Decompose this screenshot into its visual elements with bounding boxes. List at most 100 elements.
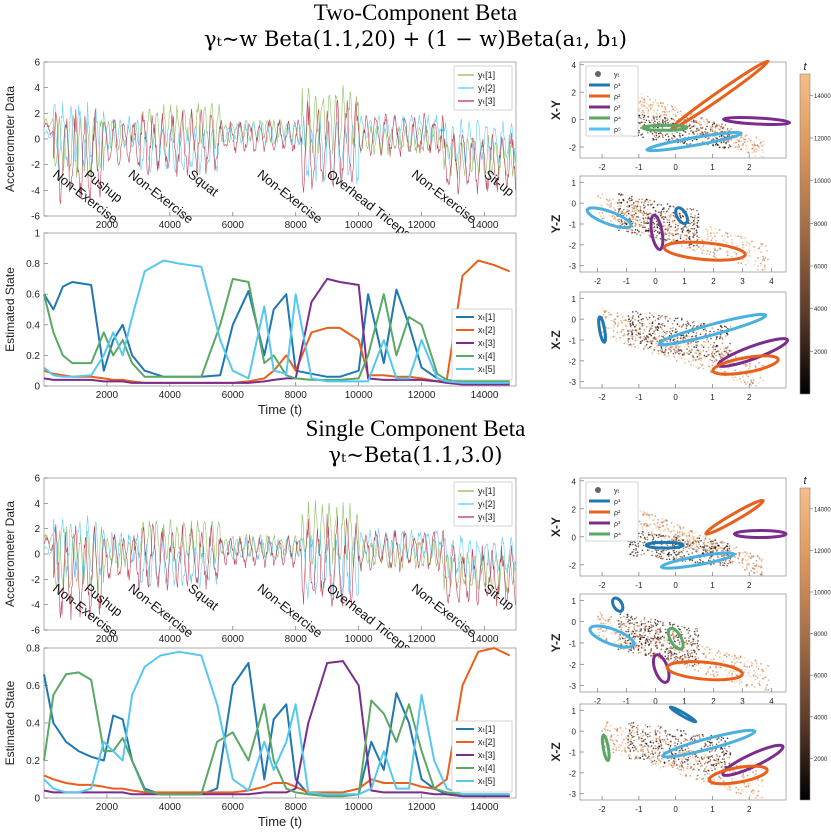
- top_scatter_yz-point: [683, 210, 685, 212]
- top_scatter_xz-point: [676, 339, 679, 342]
- bottom_scatter_yz-point: [626, 613, 629, 616]
- bottom_scatter_yz-point: [597, 634, 600, 637]
- bottom_scatter_xz-point: [723, 784, 726, 787]
- top_scatter_xz-point: [699, 327, 701, 329]
- bottom_scatter_yz-point: [693, 651, 696, 654]
- top_scatter_xy-point: [702, 118, 705, 121]
- bottom_scatter_xz-point: [711, 750, 713, 752]
- bottom_scatter_yz-point: [638, 633, 641, 636]
- bottom_scatter_xy-point: [636, 555, 639, 557]
- top_scatter_yz-point: [661, 216, 663, 219]
- bottom_scatter_xz-point: [713, 781, 716, 783]
- bottom_scatter_xz-point: [717, 781, 720, 784]
- top_scatter_yz-point: [672, 214, 675, 217]
- top_scatter_xy-point: [653, 135, 656, 137]
- bottom_scatter_yz-point: [669, 650, 672, 653]
- top_scatter_xy-point: [649, 107, 652, 110]
- top_scatter_yz-point: [606, 203, 609, 206]
- bottom_scatter_xz-point: [732, 770, 735, 772]
- bottom_scatter_xz-point: [613, 727, 616, 730]
- bottom_scatter_xz-point: [654, 751, 657, 754]
- top_scatter_xy-point: [697, 122, 700, 125]
- top_scatter_yz-point: [631, 229, 634, 231]
- top_scatter_xy-point: [720, 134, 723, 137]
- top_scatter_xz-point: [718, 337, 721, 340]
- top_scatter_xz-point: [664, 350, 667, 353]
- bottom_scatter_xz-point: [761, 785, 764, 788]
- bottom_scatter_xy-point: [690, 558, 692, 561]
- top_scatter_xz-point: [651, 332, 654, 335]
- bottom_scatter_yz-point: [641, 634, 643, 637]
- top_scatter_xz-point: [665, 342, 668, 345]
- top_scatter_xz-point: [714, 351, 717, 353]
- bottom_scatter_xy-point: [631, 538, 633, 541]
- top_scatter_yz-point: [636, 219, 639, 222]
- bottom_scatter_yz-point: [715, 671, 718, 673]
- bottom_scatter_xy-point: [653, 523, 656, 525]
- bottom_scatter_xz-point: [741, 775, 744, 778]
- bottom_scatter_yz-point: [731, 671, 734, 673]
- top_scatter_yz-point: [614, 217, 616, 220]
- top_scatter_yz-point: [647, 229, 650, 232]
- top_scatter_xy-point: [628, 95, 631, 98]
- bottom_scatter_yz-point: [625, 618, 628, 620]
- top_scatter_xy-point: [613, 82, 616, 85]
- bottom_scatter_xy-point: [696, 537, 699, 539]
- top_scatter_xy-point: [744, 138, 747, 141]
- bottom_scatter_xy-point: [711, 551, 714, 553]
- top_scatter_yz-point: [622, 199, 624, 201]
- top_scatter_yz-point: [694, 244, 697, 247]
- top_scatter_yz-point: [693, 249, 696, 252]
- top_scatter_yz-point: [645, 229, 648, 232]
- top_scatter_xz-point: [638, 332, 640, 334]
- bottom_scatter_xy-point: [682, 547, 685, 550]
- top_scatter_xz-point: [726, 332, 729, 335]
- bottom_scatter_xz-point: [620, 733, 623, 736]
- top_scatter_yz-point: [636, 215, 638, 218]
- bottom_state-ytick-label: 0.6: [26, 681, 40, 692]
- bottom_scatter_yz-point: [682, 658, 684, 660]
- bottom_scatter_xy-point: [609, 503, 612, 506]
- top_scatter_xz-point: [663, 354, 666, 356]
- top_scatter_xz-point: [650, 345, 652, 348]
- bottom_scatter_yz-point: [631, 633, 633, 635]
- bottom_scatter_xy-point: [679, 543, 682, 546]
- bottom_scatter_xy-point: [756, 566, 759, 569]
- bottom_scatter_xz-point: [726, 784, 729, 787]
- top_scatter_xy-point: [714, 144, 717, 146]
- top_scatter_yz-point: [627, 206, 630, 209]
- top_scatter_xz-point: [748, 367, 750, 370]
- bottom_scatter_xy-point: [760, 565, 763, 568]
- top_scatter_yz-point: [622, 214, 625, 217]
- top_scatter_xy-point: [633, 124, 636, 127]
- top_scatter_yz-point: [619, 215, 621, 217]
- top_scatter_yz-point: [698, 216, 700, 219]
- top_scatter_yz-point: [670, 225, 673, 228]
- bottom_scatter_yz-ellipse-4: [651, 653, 671, 684]
- top_scatter_xy-point: [656, 103, 659, 105]
- bottom_scatter_xz-xtick-label: 2: [747, 805, 752, 814]
- top_scatter_yz-point: [626, 219, 629, 221]
- top_scatter_xz-point: [635, 330, 638, 333]
- bottom_scatter_yz-point: [672, 638, 675, 640]
- top_scatter_xz-point: [717, 350, 719, 352]
- bottom_scatter_xz-point: [635, 754, 638, 757]
- bottom_scatter_yz-point: [680, 631, 683, 633]
- top_scatter_xy-point: [684, 119, 687, 121]
- bottom_scatter_xz-point: [620, 753, 622, 756]
- bottom_scatter_xy-point: [678, 551, 680, 554]
- top_scatter_yz-point: [620, 201, 623, 204]
- top_scatter_yz-point: [635, 207, 638, 209]
- top_scatter_xz-point: [721, 326, 723, 329]
- top_scatter_yz-point: [631, 210, 634, 213]
- bottom_scatter_xy-point: [652, 535, 654, 538]
- bottom_scatter_yz-point: [608, 618, 611, 621]
- top_scatter_yz-point: [666, 218, 669, 221]
- top_scatter_xz-point: [687, 335, 690, 338]
- top_scatter_xy-point: [709, 126, 712, 129]
- bottom_scatter_xy-point: [654, 555, 657, 557]
- top_scatter_yz-point: [662, 225, 664, 228]
- bottom_scatter_xy-point: [667, 536, 670, 539]
- top_scatter_xz-point: [698, 354, 701, 357]
- bottom_scatter_xy-legend-label: ρ²: [614, 510, 621, 517]
